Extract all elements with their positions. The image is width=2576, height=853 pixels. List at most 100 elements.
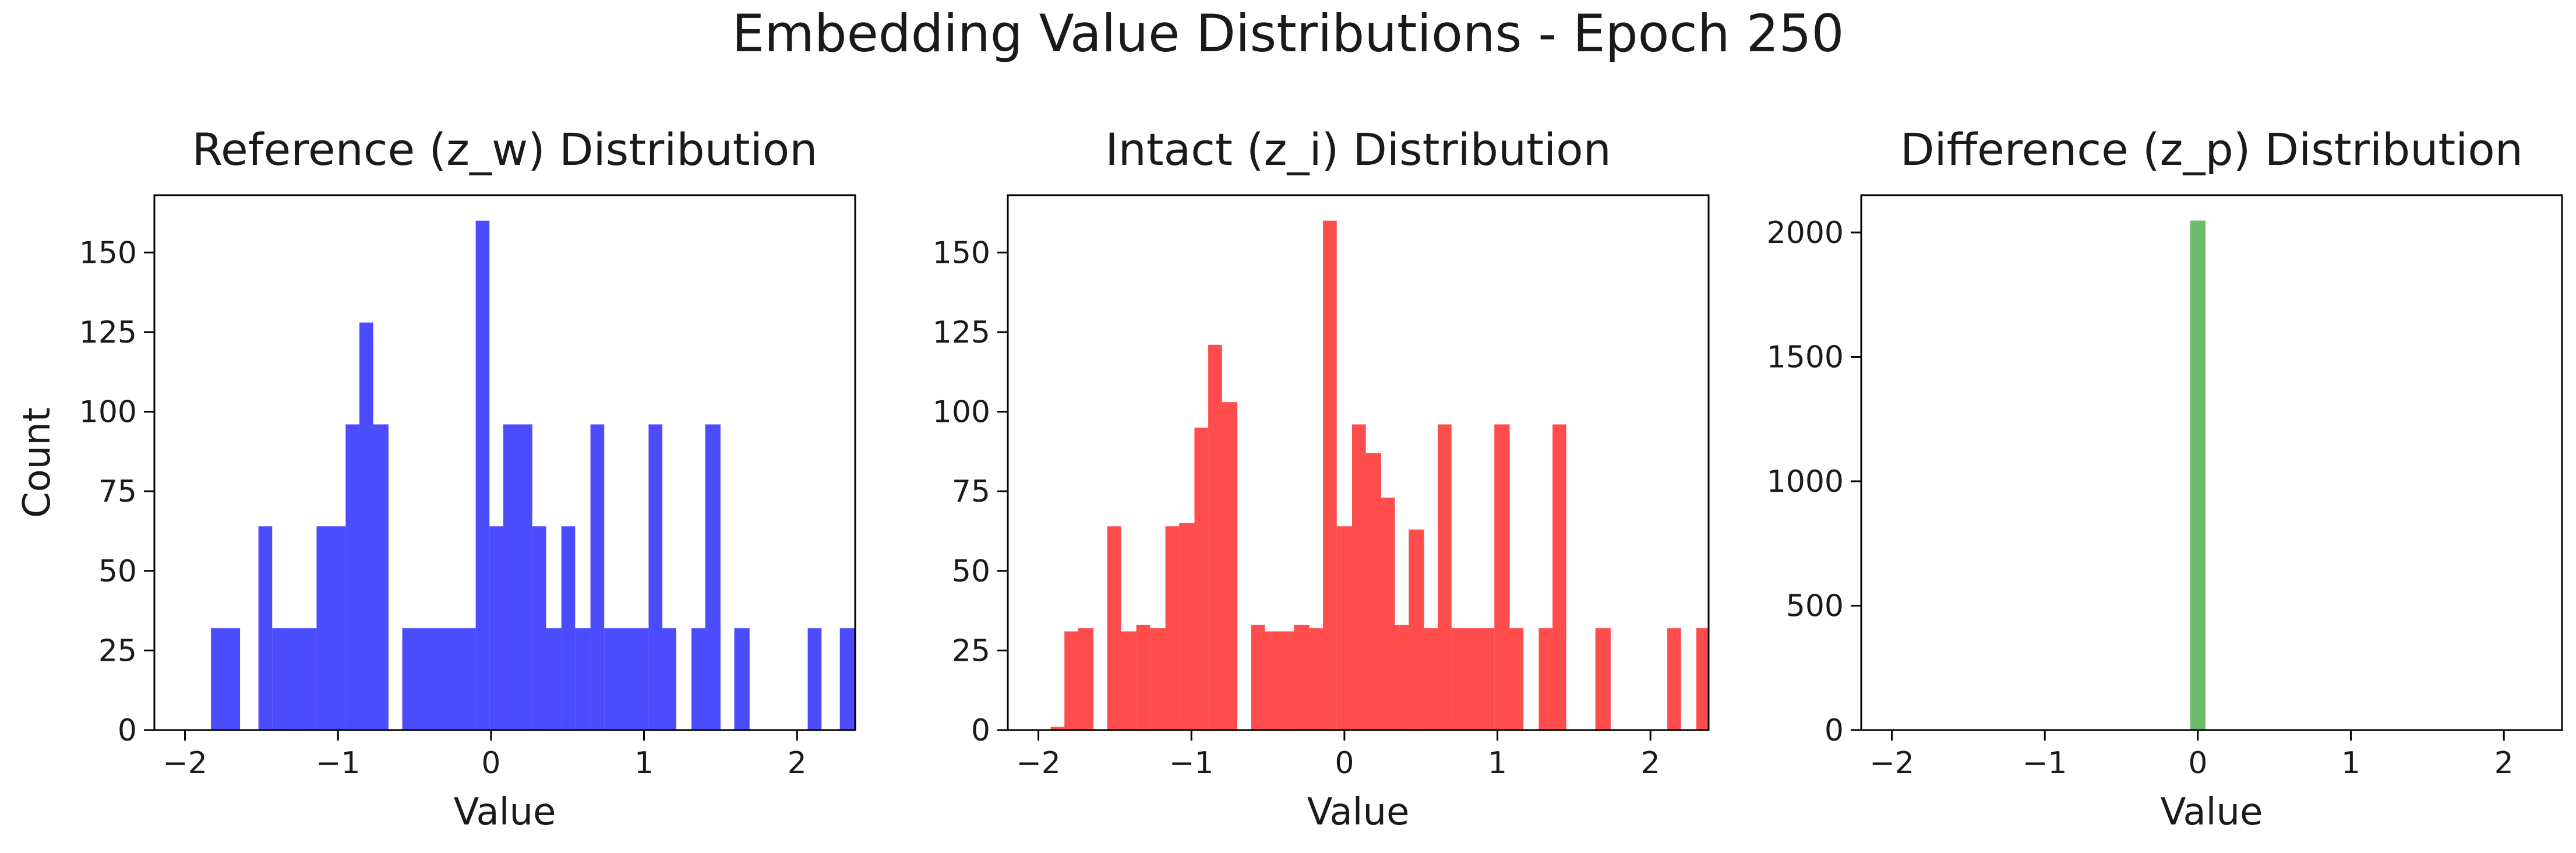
y-tick-label: 0 xyxy=(971,713,990,748)
y-tick-label: 125 xyxy=(933,315,990,350)
x-tick-label: −1 xyxy=(316,746,361,781)
y-tick-label: 500 xyxy=(1786,589,1844,624)
x-axis-label: Value xyxy=(454,791,556,834)
histogram-bar xyxy=(402,628,476,730)
x-tick-label: 1 xyxy=(634,746,654,781)
y-tick-label: 50 xyxy=(98,554,137,589)
histogram-bar xyxy=(1381,498,1395,730)
x-tick-label: −1 xyxy=(1169,746,1214,781)
histogram-bar xyxy=(1107,526,1121,730)
histogram-bar xyxy=(1222,402,1237,730)
histogram-bar xyxy=(604,628,649,730)
panel-title: Difference (z_p) Distribution xyxy=(1900,124,2523,175)
histogram-bar xyxy=(1309,628,1324,730)
histogram-bar xyxy=(1438,424,1452,730)
histogram-bar xyxy=(1494,424,1510,730)
panel-1: Reference (z_w) Distribution −2 −1 0 1 2 0 25 50… xyxy=(16,124,856,834)
axes-frame xyxy=(153,194,856,731)
histogram-bar xyxy=(1078,628,1094,730)
histogram-bar xyxy=(1251,625,1265,730)
histogram-bar xyxy=(590,424,605,730)
histogram-bar xyxy=(1336,526,1352,730)
x-tick-label: −2 xyxy=(1016,746,1061,781)
histogram-bar xyxy=(839,628,855,730)
y-tick-label: 150 xyxy=(933,235,990,270)
histogram-bar xyxy=(1451,628,1495,730)
histogram-bar xyxy=(2190,220,2206,730)
histogram-bar xyxy=(373,424,389,730)
y-tick-label: 75 xyxy=(98,474,137,509)
x-tick-label: 0 xyxy=(481,746,500,781)
histogram-bar xyxy=(662,628,676,730)
histogram-bar xyxy=(734,628,750,730)
histogram-bar xyxy=(1194,427,1209,730)
histogram-bar xyxy=(1667,628,1681,730)
histogram-bar xyxy=(345,424,359,730)
histogram-bar xyxy=(807,628,822,730)
histogram-bar xyxy=(648,424,663,730)
panel-2: Intact (z_i) Distribution −2 −1 0 1 2 0 25 50 75 1… xyxy=(933,124,1710,834)
histogram-bar xyxy=(1696,628,1709,730)
histogram-bar xyxy=(691,628,705,730)
histogram-bar xyxy=(1409,529,1424,730)
x-tick-label: 2 xyxy=(2494,746,2514,781)
y-tick-label: 0 xyxy=(118,713,137,748)
histogram-bar xyxy=(316,526,346,730)
panel-title: Intact (z_i) Distribution xyxy=(1105,124,1611,175)
histogram-bar xyxy=(546,628,562,730)
histogram-bar xyxy=(1050,727,1065,730)
x-axis-label: Value xyxy=(2161,791,2263,834)
histogram-bar xyxy=(359,322,373,730)
x-tick-label: −2 xyxy=(1869,746,1914,781)
histogram-bar xyxy=(1509,628,1524,730)
y-tick-label: 1500 xyxy=(1767,340,1844,375)
histogram-bar xyxy=(503,424,532,730)
axes-frame xyxy=(1860,194,2563,731)
histogram-bar xyxy=(1395,625,1409,730)
y-tick-label: 25 xyxy=(952,633,990,668)
histogram-bar xyxy=(475,220,490,730)
panel-title: Reference (z_w) Distribution xyxy=(192,124,818,175)
x-tick-label: 2 xyxy=(788,746,807,781)
histogram-bar xyxy=(1208,344,1222,730)
histogram-bar xyxy=(1136,625,1151,730)
y-tick-label: 100 xyxy=(933,395,990,430)
histogram-bar xyxy=(1595,628,1611,730)
figure-title: Embedding Value Distributions - Epoch 25… xyxy=(732,3,1844,64)
histogram-bar xyxy=(1351,424,1366,730)
histogram-bar xyxy=(1165,526,1180,730)
histogram-bar xyxy=(1121,631,1137,730)
histogram-bar xyxy=(272,628,317,730)
x-tick-label: 1 xyxy=(1488,746,1507,781)
y-tick-label: 1000 xyxy=(1767,464,1844,499)
x-tick-label: 2 xyxy=(1641,746,1660,781)
x-tick-label: 1 xyxy=(2341,746,2360,781)
histogram-bar xyxy=(258,526,273,730)
histogram-bar xyxy=(1424,628,1438,730)
bars xyxy=(2190,220,2206,730)
y-axis-label: Count xyxy=(16,407,59,518)
histogram-bar xyxy=(532,526,546,730)
histogram-bar xyxy=(1150,628,1166,730)
histogram-bar xyxy=(1552,424,1566,730)
y-tick-label: 150 xyxy=(79,235,137,270)
x-tick-label: −2 xyxy=(163,746,207,781)
panel-3: Difference (z_p) Distribution −2 −1 0 1 2 0 500… xyxy=(1767,124,2563,834)
histogram-bar xyxy=(575,628,591,730)
histogram-bar xyxy=(1323,220,1337,730)
histogram-bar xyxy=(1064,631,1078,730)
y-tick-label: 100 xyxy=(79,395,137,430)
bars xyxy=(211,220,855,730)
histogram-bar xyxy=(561,526,576,730)
histogram-bar xyxy=(1179,523,1195,730)
y-tick-label: 0 xyxy=(1825,713,1844,748)
histogram-bar xyxy=(1294,625,1310,730)
histogram-bar xyxy=(1265,631,1294,730)
y-tick-label: 50 xyxy=(952,554,990,589)
axes-frame xyxy=(1007,194,1710,731)
x-tick-label: 0 xyxy=(2188,746,2207,781)
y-tick-label: 2000 xyxy=(1767,216,1844,251)
x-tick-label: −1 xyxy=(2023,746,2067,781)
bars xyxy=(1050,220,1709,730)
